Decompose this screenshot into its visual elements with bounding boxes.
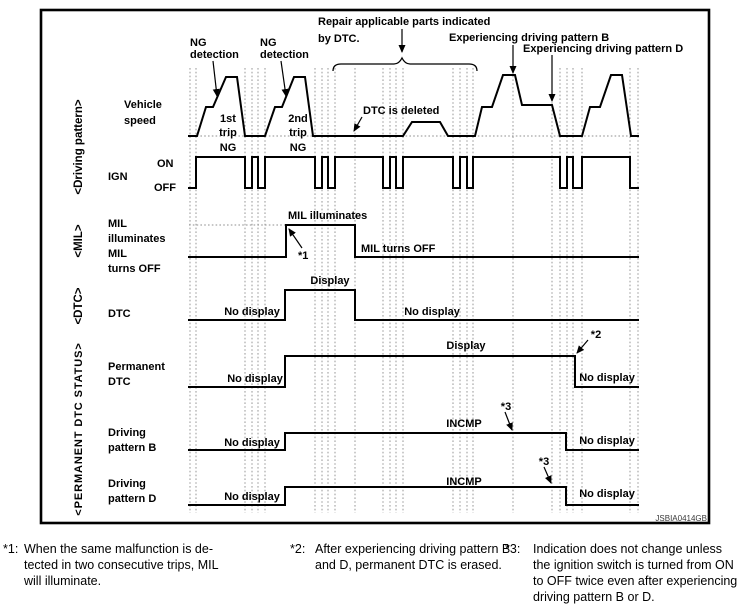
arrows-layer [212,29,589,484]
row-label-mil-line4: turns OFF [108,263,161,275]
footnote-3-line3: to OFF twice even after experiencing [533,574,738,588]
ign-off-label: OFF [154,182,176,194]
footnote-1-line3: will illuminate. [24,574,102,588]
ref3-marker-d: *3 [539,456,549,468]
ref3-d-arrow [543,466,552,484]
annotation-trip1-line2: trip [219,127,237,139]
row-label-mil-line2: illuminates [108,233,165,245]
group-label-driving-pattern: <Driving pattern> [73,99,85,195]
footnote-2-line1: After experiencing driving pattern B [315,542,511,556]
row-label-vehicle-speed-line2: speed [124,115,156,127]
repair-region-brace [332,56,478,72]
pattern-d-incmp: INCMP [446,476,481,488]
permanent-dtc-trace [188,355,639,388]
pattern-b-incmp: INCMP [446,418,481,430]
annotation-mil-turns-off: MIL turns OFF [361,243,436,255]
annotation-trip2-line1: 2nd [288,113,308,125]
waveforms-layer [188,74,639,506]
group-label-mil: <MIL> [73,224,85,258]
timing-diagram: <Driving pattern> <MIL> <DTC> <PERMANENT… [39,8,711,525]
pattern-d-trace [188,486,639,506]
row-label-mil-line3: MIL [108,248,127,260]
annotation-repair-line1: Repair applicable parts indicated [318,16,490,28]
ref2-arrow [576,339,589,354]
footnote-2-text: After experiencing driving pattern B and… [315,541,510,573]
mil-trace [188,224,639,258]
row-label-pattern-b-line1: Driving [108,427,146,439]
ref2-marker: *2 [591,329,601,341]
figure-code: JSBIA0414GB [655,514,707,523]
footnote-3-text: Indication does not change unless the ig… [533,541,737,605]
pattern-b-no-display-left: No display [224,437,281,449]
permanent-dtc-no-display-right: No display [579,372,636,384]
dtc-no-display-right: No display [404,306,461,318]
annotation-ng-detection-1-line1: NG [190,37,207,49]
row-label-pattern-d-line2: pattern D [108,493,156,505]
row-label-permanent-dtc-line1: Permanent [108,361,165,373]
pattern-d-no-display-right: No display [579,488,636,500]
group-label-permanent-dtc-status: <PERMANENT DTC STATUS> [73,342,85,515]
ng-detection-1-arrow [212,60,220,97]
dtc-display: Display [310,275,350,287]
vehicle-speed-trace [188,74,639,137]
ref3-b-arrow [504,411,513,431]
footnote-3-line1: Indication does not change unless [533,542,723,556]
ref1-marker: *1 [298,250,308,262]
ign-trace [188,156,639,189]
diagram-border [39,8,711,525]
row-label-pattern-b-line2: pattern B [108,442,156,454]
row-label-dtc: DTC [108,308,131,320]
annotation-trip2-line3: NG [290,142,307,154]
footnote-3-line2: the ignition switch is turned from ON [533,558,734,572]
annotation-trip2-line2: trip [289,127,307,139]
pattern-d-no-display-left: No display [224,491,281,503]
permanent-dtc-no-display-left: No display [227,373,284,385]
row-label-pattern-d-line1: Driving [108,478,146,490]
annotation-dtc-deleted: DTC is deleted [363,105,439,117]
footnote-3-line4: driving pattern B or D. [533,590,655,604]
pattern-b-no-display-right: No display [579,435,636,447]
ref3-marker-b: *3 [501,401,511,413]
group-label-dtc: <DTC> [73,287,85,324]
dtc-trace [188,289,639,321]
annotation-trip1-line1: 1st [220,113,236,125]
annotation-experiencing-pattern-d: Experiencing driving pattern D [523,43,683,55]
footnote-1-marker: *1: [3,542,19,556]
annotation-trip1-line3: NG [220,142,237,154]
brace-layer [332,56,478,72]
pattern-b-trace [188,432,639,451]
row-label-vehicle-speed-line1: Vehicle [124,99,162,111]
row-label-ign: IGN [108,171,128,183]
ref1-arrow [288,228,303,249]
annotation-experiencing-pattern-b: Experiencing driving pattern B [449,32,609,44]
annotation-ng-detection-2-line1: NG [260,37,277,49]
annotation-ng-detection-2-line2: detection [260,49,309,61]
footnote-2-marker: *2: [290,542,306,556]
annotation-repair-line2: by DTC. [318,33,360,45]
dtc-no-display-left: No display [224,306,281,318]
footnote-1-text: When the same malfunction is de- tected … [24,541,219,589]
row-label-permanent-dtc-line2: DTC [108,376,131,388]
permanent-dtc-display: Display [446,340,486,352]
footnote-1-line2: tected in two consecutive trips, MIL [24,558,219,572]
footnote-3-marker: *3: [505,542,521,556]
row-label-mil-line1: MIL [108,218,127,230]
footnote-1-line1: When the same malfunction is de- [24,542,213,556]
ign-on-label: ON [157,158,174,170]
annotation-ng-detection-1-line2: detection [190,49,239,61]
annotation-mil-illuminates: MIL illuminates [288,210,367,222]
footnote-2-line2: and D, permanent DTC is erased. [315,558,502,572]
ng-detection-2-arrow [280,60,289,97]
dtc-deleted-arrow [353,116,363,132]
